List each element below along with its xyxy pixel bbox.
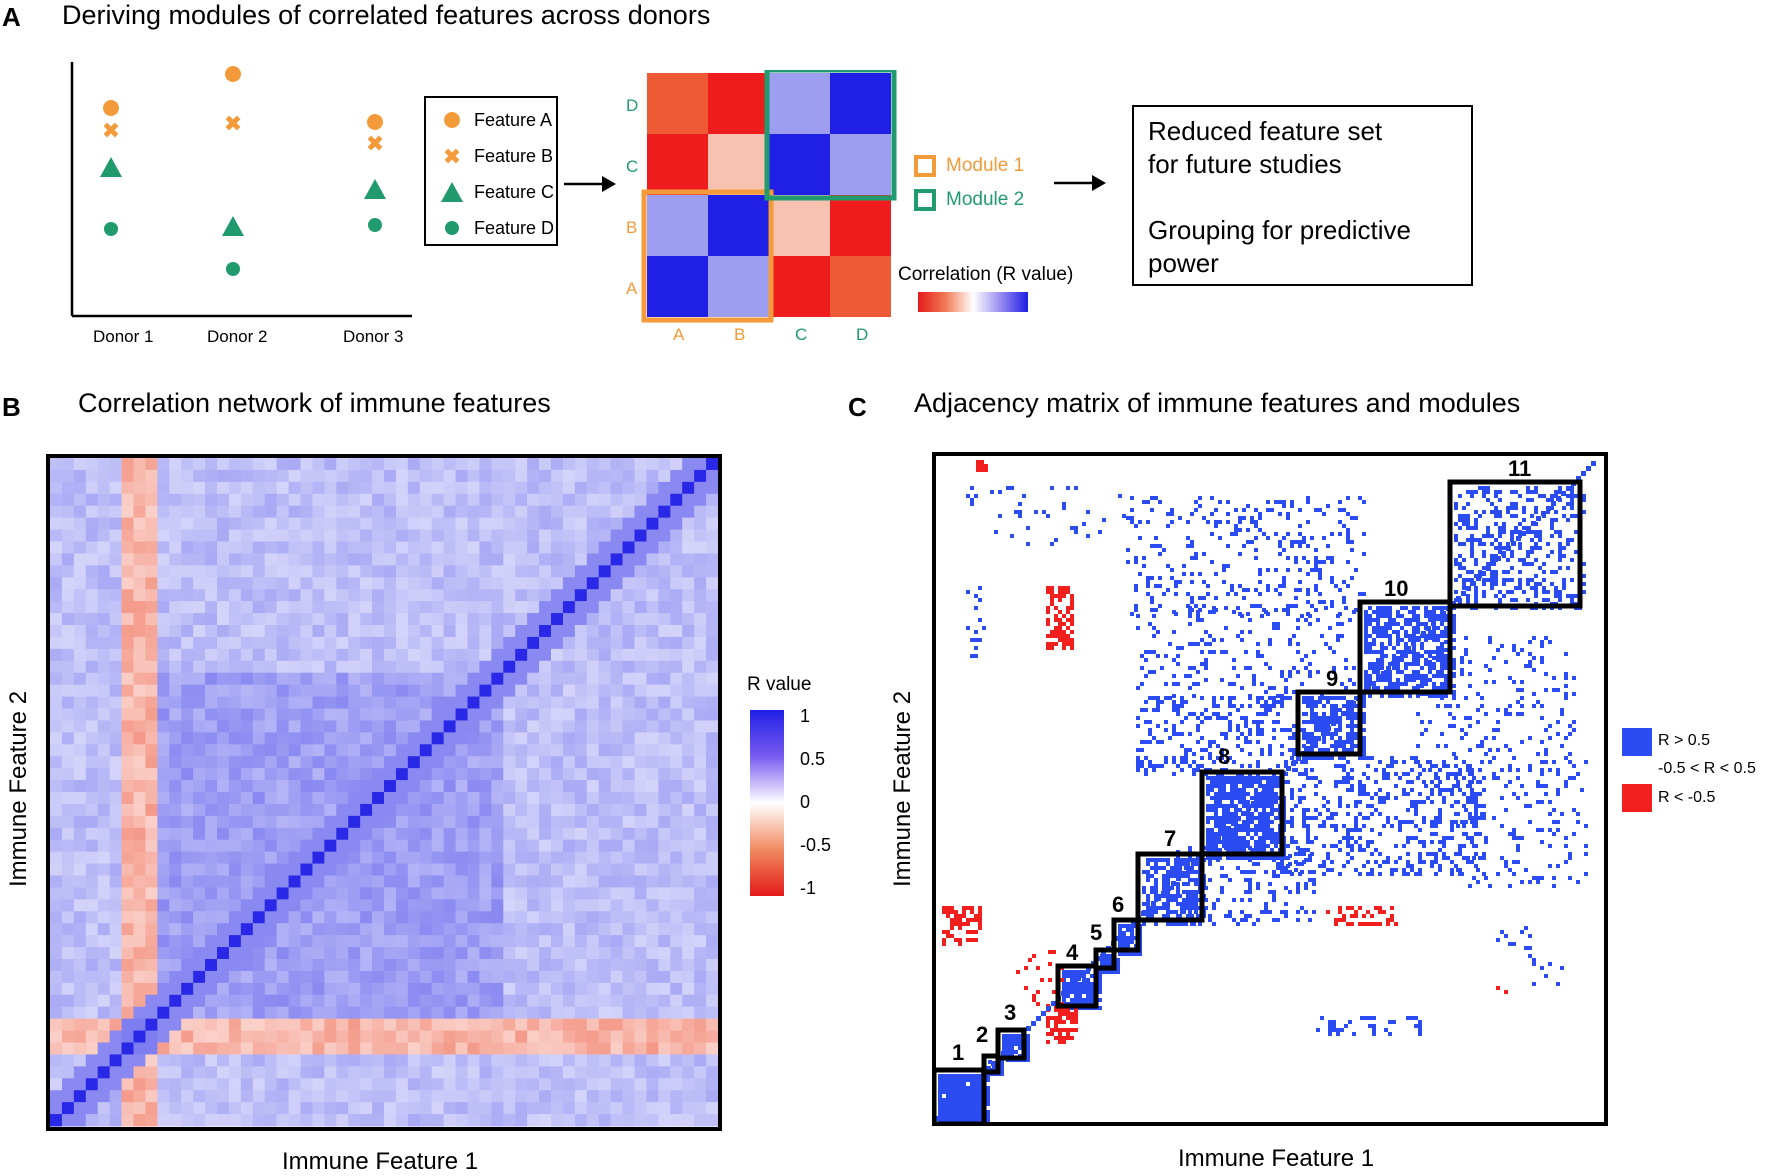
module-number-2: 2 bbox=[976, 1022, 988, 1048]
donor1-feature-b bbox=[100, 119, 123, 142]
arrow-to-matrix bbox=[560, 170, 620, 200]
module-number-4: 4 bbox=[1066, 940, 1078, 966]
module-number-6: 6 bbox=[1112, 892, 1124, 918]
matrix-row-c: C bbox=[626, 157, 638, 177]
adjacency-xlabel: Immune Feature 1 bbox=[1178, 1145, 1374, 1173]
legend-c-negative-swatch bbox=[1622, 784, 1652, 812]
donor1-feature-a bbox=[103, 100, 119, 116]
outcome-line-2: for future studies bbox=[1148, 148, 1457, 181]
legend-feature-b-label: Feature B bbox=[474, 146, 553, 167]
heatmap-b bbox=[46, 454, 722, 1131]
colorbar-b-tick-1: 1 bbox=[800, 706, 810, 727]
feature-legend: Feature A Feature B Feature C Feature D bbox=[424, 96, 558, 246]
donor1-feature-d bbox=[104, 222, 118, 236]
legend-feature-a-label: Feature A bbox=[474, 110, 552, 131]
panel-c-title: Adjacency matrix of immune features and … bbox=[914, 388, 1520, 419]
colorbar-a-title: Correlation (R value) bbox=[898, 264, 1073, 286]
legend-c-positive-swatch bbox=[1622, 728, 1652, 756]
colorbar-b-title: R value bbox=[747, 674, 811, 696]
module-box-7 bbox=[1138, 854, 1202, 920]
donor3-feature-b bbox=[364, 132, 387, 155]
module-1-label: Module 1 bbox=[946, 155, 1024, 177]
module-number-5: 5 bbox=[1090, 920, 1102, 946]
outcome-line-3: Grouping for predictive bbox=[1148, 214, 1457, 247]
panel-c-letter: C bbox=[848, 392, 867, 423]
legend-feature-b: Feature B bbox=[440, 144, 553, 168]
colorbar-a bbox=[918, 292, 1028, 312]
module-box-10 bbox=[1360, 602, 1450, 692]
module-1-swatch bbox=[914, 155, 936, 177]
legend-c-positive-label: R > 0.5 bbox=[1658, 732, 1710, 750]
module-number-11: 11 bbox=[1508, 456, 1531, 482]
module-2-legend: Module 2 bbox=[914, 189, 1024, 211]
outcome-box: Reduced feature set for future studies G… bbox=[1132, 105, 1473, 286]
heatmap-b-canvas bbox=[50, 458, 718, 1127]
module-1-legend: Module 1 bbox=[914, 155, 1024, 177]
legend-feature-c: Feature C bbox=[440, 180, 554, 204]
legend-feature-c-label: Feature C bbox=[474, 182, 554, 203]
donor2-feature-c bbox=[222, 216, 244, 236]
donor-1-label: Donor 1 bbox=[93, 327, 153, 347]
legend-c-neutral-label: -0.5 < R < 0.5 bbox=[1658, 760, 1756, 778]
module-box-3 bbox=[998, 1030, 1024, 1058]
legend-feature-d: Feature D bbox=[440, 216, 554, 240]
matrix-col-a: A bbox=[673, 325, 684, 345]
module-number-8: 8 bbox=[1218, 744, 1230, 770]
legend-c-negative-label: R < -0.5 bbox=[1658, 789, 1715, 807]
colorbar-b-tick-0: 0 bbox=[800, 792, 810, 813]
module-box-1 bbox=[934, 1070, 984, 1124]
matrix-row-d: D bbox=[626, 96, 638, 116]
matrix-row-b: B bbox=[626, 218, 637, 238]
colorbar-b-tick--1: -1 bbox=[800, 878, 816, 899]
matrix-row-a: A bbox=[626, 279, 637, 299]
donor-2-label: Donor 2 bbox=[207, 327, 267, 347]
module-box-11 bbox=[1450, 482, 1580, 606]
module-number-9: 9 bbox=[1326, 666, 1338, 692]
module-box-4 bbox=[1058, 966, 1096, 1006]
donor3-feature-d bbox=[368, 218, 382, 232]
module-number-1: 1 bbox=[952, 1040, 964, 1066]
adjacency-ylabel: Immune Feature 2 bbox=[889, 684, 917, 894]
donor2-feature-d bbox=[226, 262, 240, 276]
donor1-feature-c bbox=[100, 157, 122, 177]
legend-feature-a: Feature A bbox=[440, 108, 552, 132]
module-number-3: 3 bbox=[1004, 1000, 1016, 1026]
module-number-7: 7 bbox=[1164, 826, 1176, 852]
schematic-matrix bbox=[640, 70, 900, 330]
module-box-6 bbox=[1114, 920, 1138, 950]
colorbar-b-tick-0.5: 0.5 bbox=[800, 749, 825, 770]
donor-scatter bbox=[0, 0, 420, 320]
heatmap-b-xlabel: Immune Feature 1 bbox=[282, 1148, 478, 1176]
heatmap-b-ylabel: Immune Feature 2 bbox=[5, 684, 33, 894]
outcome-line-4: power bbox=[1148, 247, 1457, 280]
module-box-5 bbox=[1096, 950, 1114, 968]
donor3-feature-c bbox=[364, 179, 386, 199]
matrix-col-b: B bbox=[734, 325, 745, 345]
module-2-label: Module 2 bbox=[946, 189, 1024, 211]
colorbar-b-tick--0.5: -0.5 bbox=[800, 835, 831, 856]
module-box-8 bbox=[1202, 772, 1282, 854]
module-number-10: 10 bbox=[1384, 576, 1408, 602]
legend-feature-d-label: Feature D bbox=[474, 218, 554, 239]
matrix-col-d: D bbox=[856, 325, 868, 345]
module-box-9 bbox=[1298, 692, 1360, 754]
arrow-to-outcome bbox=[1050, 169, 1110, 199]
colorbar-b bbox=[750, 710, 784, 896]
donor3-feature-a bbox=[367, 114, 383, 130]
donor-3-label: Donor 3 bbox=[343, 327, 403, 347]
matrix-col-c: C bbox=[795, 325, 807, 345]
module-boxes bbox=[932, 452, 1608, 1126]
panel-b-letter: B bbox=[2, 392, 21, 423]
donor2-feature-a bbox=[225, 66, 241, 82]
panel-b-title: Correlation network of immune features bbox=[78, 388, 551, 419]
donor2-feature-b bbox=[222, 112, 245, 135]
outcome-line-1: Reduced feature set bbox=[1148, 115, 1457, 148]
module-2-swatch bbox=[914, 189, 936, 211]
